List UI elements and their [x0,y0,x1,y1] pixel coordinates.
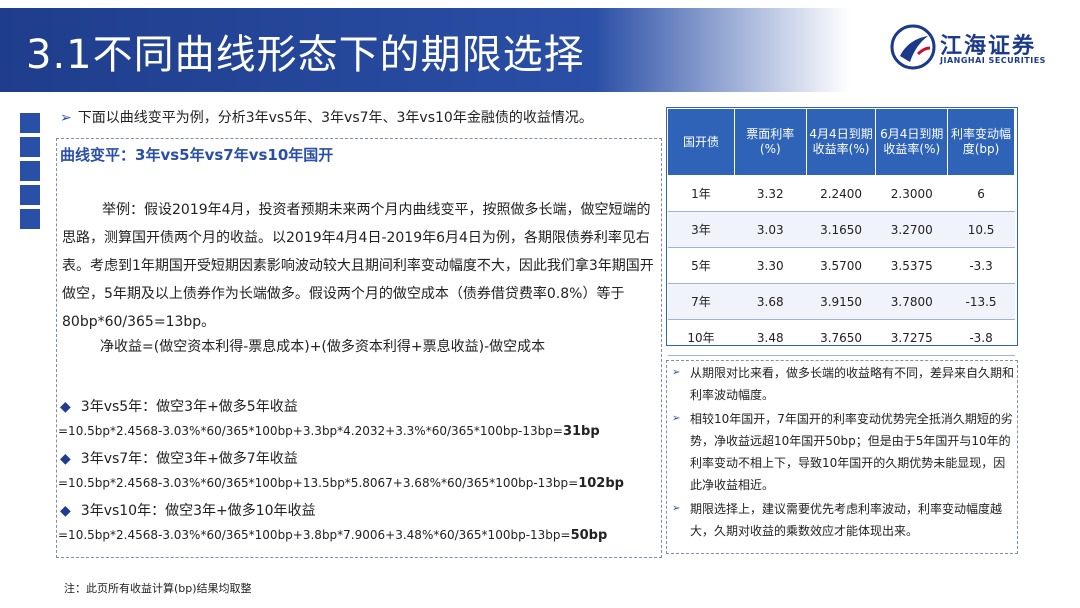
table-cell: 3.5700 [806,247,876,284]
intro-text: 下面以曲线变平为例，分析3年vs5年、3年vs7年、3年vs10年金融债的收益情… [77,110,593,126]
example-paragraph: 举例：假设2019年4月，投资者预期未来两个月内曲线变平，按照做多长端，做空短端… [62,196,658,336]
triangle-bullet-icon: ➢ [672,503,681,514]
table-cell: 3.7650 [806,319,876,356]
diamond-icon: ◆ [60,451,71,467]
table-cell: 2.3000 [875,175,948,212]
title-top-line [0,0,850,8]
table-cell: 3.30 [734,247,807,284]
table-row: 1年 3.32 2.2400 2.3000 6 [667,175,1015,212]
table-row: 5年 3.30 3.5700 3.5375 -3.3 [667,247,1015,284]
analysis-heading: 曲线变平：3年vs5年vs7年vs10年国开 [60,146,334,164]
sidebar-square [20,161,40,181]
jianghai-logo-icon [890,24,936,70]
table-row: 10年 3.48 3.7650 3.7275 -3.8 [667,319,1015,356]
table-header-row: 国开债 票面利率(%) 4月4日到期收益率(%) 6月4日到期收益率(%) 利率… [667,108,1015,176]
footnote: 注：此页所有收益计算(bp)结果均取整 [64,582,252,595]
sidebar-square [20,137,40,157]
list-item: ➢ 期限选择上，建议需要优先考虑利率波动，利率变动幅度越大，久期对收益的乘数效应才… [670,498,1014,542]
sidebar-square [20,113,40,133]
triangle-bullet-icon: ➢ [672,413,681,424]
table-cell: 3.48 [734,319,807,356]
profit-formula: 净收益=(做空资本利得-票息成本)+(做多资本利得+票息收益)-做空成本 [100,339,546,355]
case-title: ◆ 3年vs10年：做空3年+做多10年收益 [60,503,316,519]
table-cell: 1年 [667,175,735,212]
table-cell: 3年 [667,211,735,248]
rate-table: 国开债 票面利率(%) 4月4日到期收益率(%) 6月4日到期收益率(%) 利率… [667,108,1015,356]
table-header-cell: 国开债 [667,108,735,176]
table-cell: 3.7800 [875,283,948,320]
case-title: ◆ 3年vs5年：做空3年+做多5年收益 [60,399,298,415]
table-cell: -3.3 [947,247,1015,284]
table-cell: -3.8 [947,319,1015,356]
sidebar-square [20,185,40,205]
logo-chinese-name: 江海证券 [940,34,1037,59]
table-cell: 7年 [667,283,735,320]
analysis-box [56,138,662,558]
title-bar: 3.1不同曲线形态下的期限选择 [0,0,850,92]
case-result: 50bp [570,528,608,543]
table-header-cell: 票面利率(%) [733,108,807,176]
table-cell: 3.32 [734,175,807,212]
slide-title: 3.1不同曲线形态下的期限选择 [26,32,585,78]
triangle-bullet-icon: ➢ [672,367,681,378]
table-cell: 5年 [667,247,735,284]
table-cell: 2.2400 [806,175,876,212]
sidebar-decoration [20,113,42,233]
table-cell: 3.7275 [875,319,948,356]
diamond-icon: ◆ [60,399,71,415]
case-formula: =10.5bp*2.4568-3.03%*60/365*100bp+13.5bp… [58,476,624,491]
case-title: ◆ 3年vs7年：做空3年+做多7年收益 [60,451,298,467]
company-logo: 江海证券 JIANGHAI SECURITIES [890,22,1060,72]
table-cell: 3.5375 [875,247,948,284]
table-cell: 3.1650 [806,211,876,248]
arrow-icon: ➢ [60,110,72,126]
case-result: 31bp [562,424,600,439]
table-cell: -13.5 [947,283,1015,320]
case-formula: =10.5bp*2.4568-3.03%*60/365*100bp+3.8bp*… [58,528,608,543]
sidebar-square [20,209,40,229]
table-cell: 10.5 [947,211,1015,248]
table-cell: 3.9150 [806,283,876,320]
case-formula: =10.5bp*2.4568-3.03%*60/365*100bp+3.3bp*… [58,424,600,439]
table-row: 7年 3.68 3.9150 3.7800 -13.5 [667,283,1015,320]
table-cell: 10年 [667,319,735,356]
list-item: ➢ 从期限对比来看，做多长端的收益略有不同，差异来自久期和利率波动幅度。 [670,362,1014,406]
case-result: 102bp [578,476,624,491]
table-cell: 6 [947,175,1015,212]
table-row: 3年 3.03 3.1650 3.2700 10.5 [667,211,1015,248]
list-item: ➢ 相较10年国开，7年国开的利率变动优势完全抵消久期短的劣势，净收益远超10年国… [670,408,1014,496]
table-header-cell: 4月4日到期收益率(%) [805,108,877,176]
table-cell: 3.2700 [875,211,948,248]
conclusion-box [666,360,1018,554]
diamond-icon: ◆ [60,503,71,519]
table-header-cell: 利率变动幅度(bp) [947,108,1015,176]
logo-english-name: JIANGHAI SECURITIES [940,56,1046,65]
conclusion-list: ➢ 从期限对比来看，做多长端的收益略有不同，差异来自久期和利率波动幅度。 ➢ 相较1… [670,362,1014,544]
example-text: 举例：假设2019年4月，投资者预期未来两个月内曲线变平，按照做多长端，做空短端… [62,202,654,330]
table-header-cell: 6月4日到期收益率(%) [875,108,949,176]
intro-line: ➢ 下面以曲线变平为例，分析3年vs5年、3年vs7年、3年vs10年金融债的收益… [60,107,593,127]
table-cell: 3.03 [734,211,807,248]
table-cell: 3.68 [734,283,807,320]
